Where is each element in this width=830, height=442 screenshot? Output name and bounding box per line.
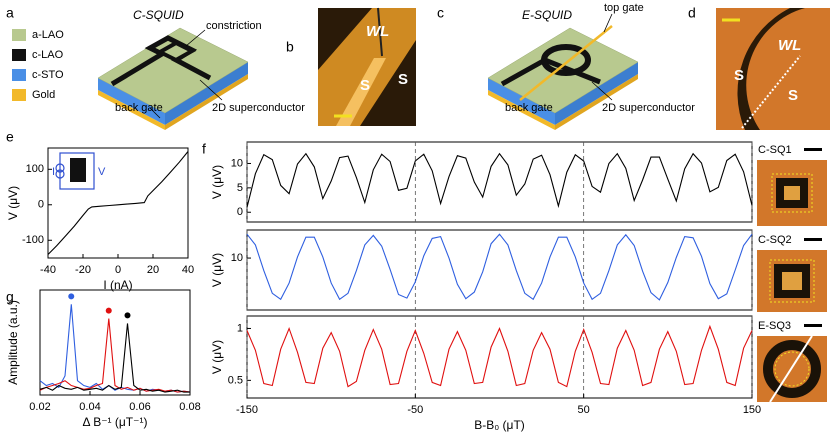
data-line [246, 324, 753, 388]
device-title: E-SQUID [522, 8, 572, 22]
x-axis-label: Δ B⁻¹ (μT⁻¹) [83, 415, 148, 429]
image-label: S [788, 87, 798, 104]
x-tick-label: -150 [236, 404, 258, 416]
device-title: C-SQUID [133, 8, 184, 22]
legend-label: c-STO [32, 69, 64, 81]
panel-label: c [437, 5, 444, 21]
image-sq3 [757, 335, 827, 403]
plot-frame [47, 147, 189, 259]
panel-label: b [286, 39, 294, 55]
x-axis-label: B-B₀ (μT) [474, 418, 525, 432]
x-tick-label: 20 [147, 264, 159, 276]
image-d [716, 8, 830, 130]
legend: a-LAO c-LAO c-STO Gold [12, 29, 64, 101]
inset-label: V [98, 166, 106, 178]
x-tick-label: 50 [578, 404, 590, 416]
data-line [39, 323, 190, 393]
y-axis-label: Amplitude (a.u.) [6, 300, 20, 385]
x-tick-label: 0.08 [179, 401, 200, 413]
x-tick-label: 150 [743, 404, 761, 416]
y-tick-label: 100 [26, 163, 44, 175]
y-tick-label: 0 [38, 199, 44, 211]
device-label: top gate [604, 2, 644, 14]
x-tick-label: 0.02 [29, 401, 50, 413]
x-tick-label: 40 [182, 264, 194, 276]
y-tick-label: 5 [237, 182, 243, 194]
device-label: back gate [115, 102, 163, 114]
plot-frame [246, 141, 753, 223]
image-label: S [360, 77, 370, 94]
scale-bar [804, 324, 822, 327]
image-title: C-SQ1 [758, 144, 792, 156]
device-label: 2D superconductor [602, 102, 695, 114]
panel-label: g [6, 289, 14, 305]
device-c [487, 13, 639, 130]
y-axis-label: V (μV) [210, 165, 224, 199]
image-sq1 [757, 160, 827, 226]
x-tick-label: -50 [407, 404, 423, 416]
x-tick-label: 0.06 [129, 401, 150, 413]
panel-label: f [202, 141, 206, 157]
data-line [39, 318, 191, 393]
legend-swatch [12, 89, 26, 101]
y-tick-label: 10 [231, 252, 243, 264]
image-label: S [734, 67, 744, 84]
inset-label: I [52, 166, 55, 178]
panel-label: d [688, 5, 696, 21]
x-tick-label: -40 [40, 264, 56, 276]
y-tick-label: 0 [237, 206, 243, 218]
plot-frame [246, 315, 753, 399]
y-tick-label: 1 [237, 322, 243, 334]
image-sq2 [757, 250, 827, 312]
x-tick-label: -20 [75, 264, 91, 276]
image-label: WL [778, 37, 801, 54]
panel-label: a [6, 5, 14, 21]
legend-label: a-LAO [32, 29, 64, 41]
legend-label: Gold [32, 89, 55, 101]
y-axis-label: V (μV) [6, 186, 20, 220]
image-title: C-SQ2 [758, 234, 792, 246]
plot-frame [39, 289, 191, 396]
data-line [246, 152, 753, 209]
image-label: WL [366, 23, 389, 40]
panel-label: e [6, 129, 14, 145]
image-label: S [398, 71, 408, 88]
device-a [97, 27, 249, 130]
x-tick-label: 0.04 [79, 401, 100, 413]
peak-marker [105, 307, 112, 314]
scale-bar [804, 238, 822, 241]
image-title: E-SQ3 [758, 320, 791, 332]
scale-bar [804, 148, 822, 151]
y-axis-label: V (μV) [210, 340, 224, 374]
legend-label: c-LAO [32, 49, 64, 61]
y-axis-label: V (μV) [210, 253, 224, 287]
image-b [318, 7, 416, 126]
data-line [39, 304, 191, 393]
y-tick-label: 0.5 [228, 374, 243, 386]
x-tick-label: 0 [115, 264, 121, 276]
legend-swatch [12, 69, 26, 81]
data-line [47, 151, 189, 255]
circuit-inset [55, 152, 95, 190]
legend-swatch [12, 29, 26, 41]
legend-swatch [12, 49, 26, 61]
device-label: back gate [505, 102, 553, 114]
peak-marker [68, 293, 75, 300]
y-tick-label: 10 [231, 157, 243, 169]
device-label: 2D superconductor [212, 102, 305, 114]
plot-frame [246, 229, 753, 311]
y-tick-label: -100 [22, 234, 44, 246]
peak-marker [124, 312, 131, 319]
x-axis-label: I (nA) [103, 278, 132, 292]
device-label: constriction [206, 20, 262, 32]
data-line [246, 233, 753, 301]
